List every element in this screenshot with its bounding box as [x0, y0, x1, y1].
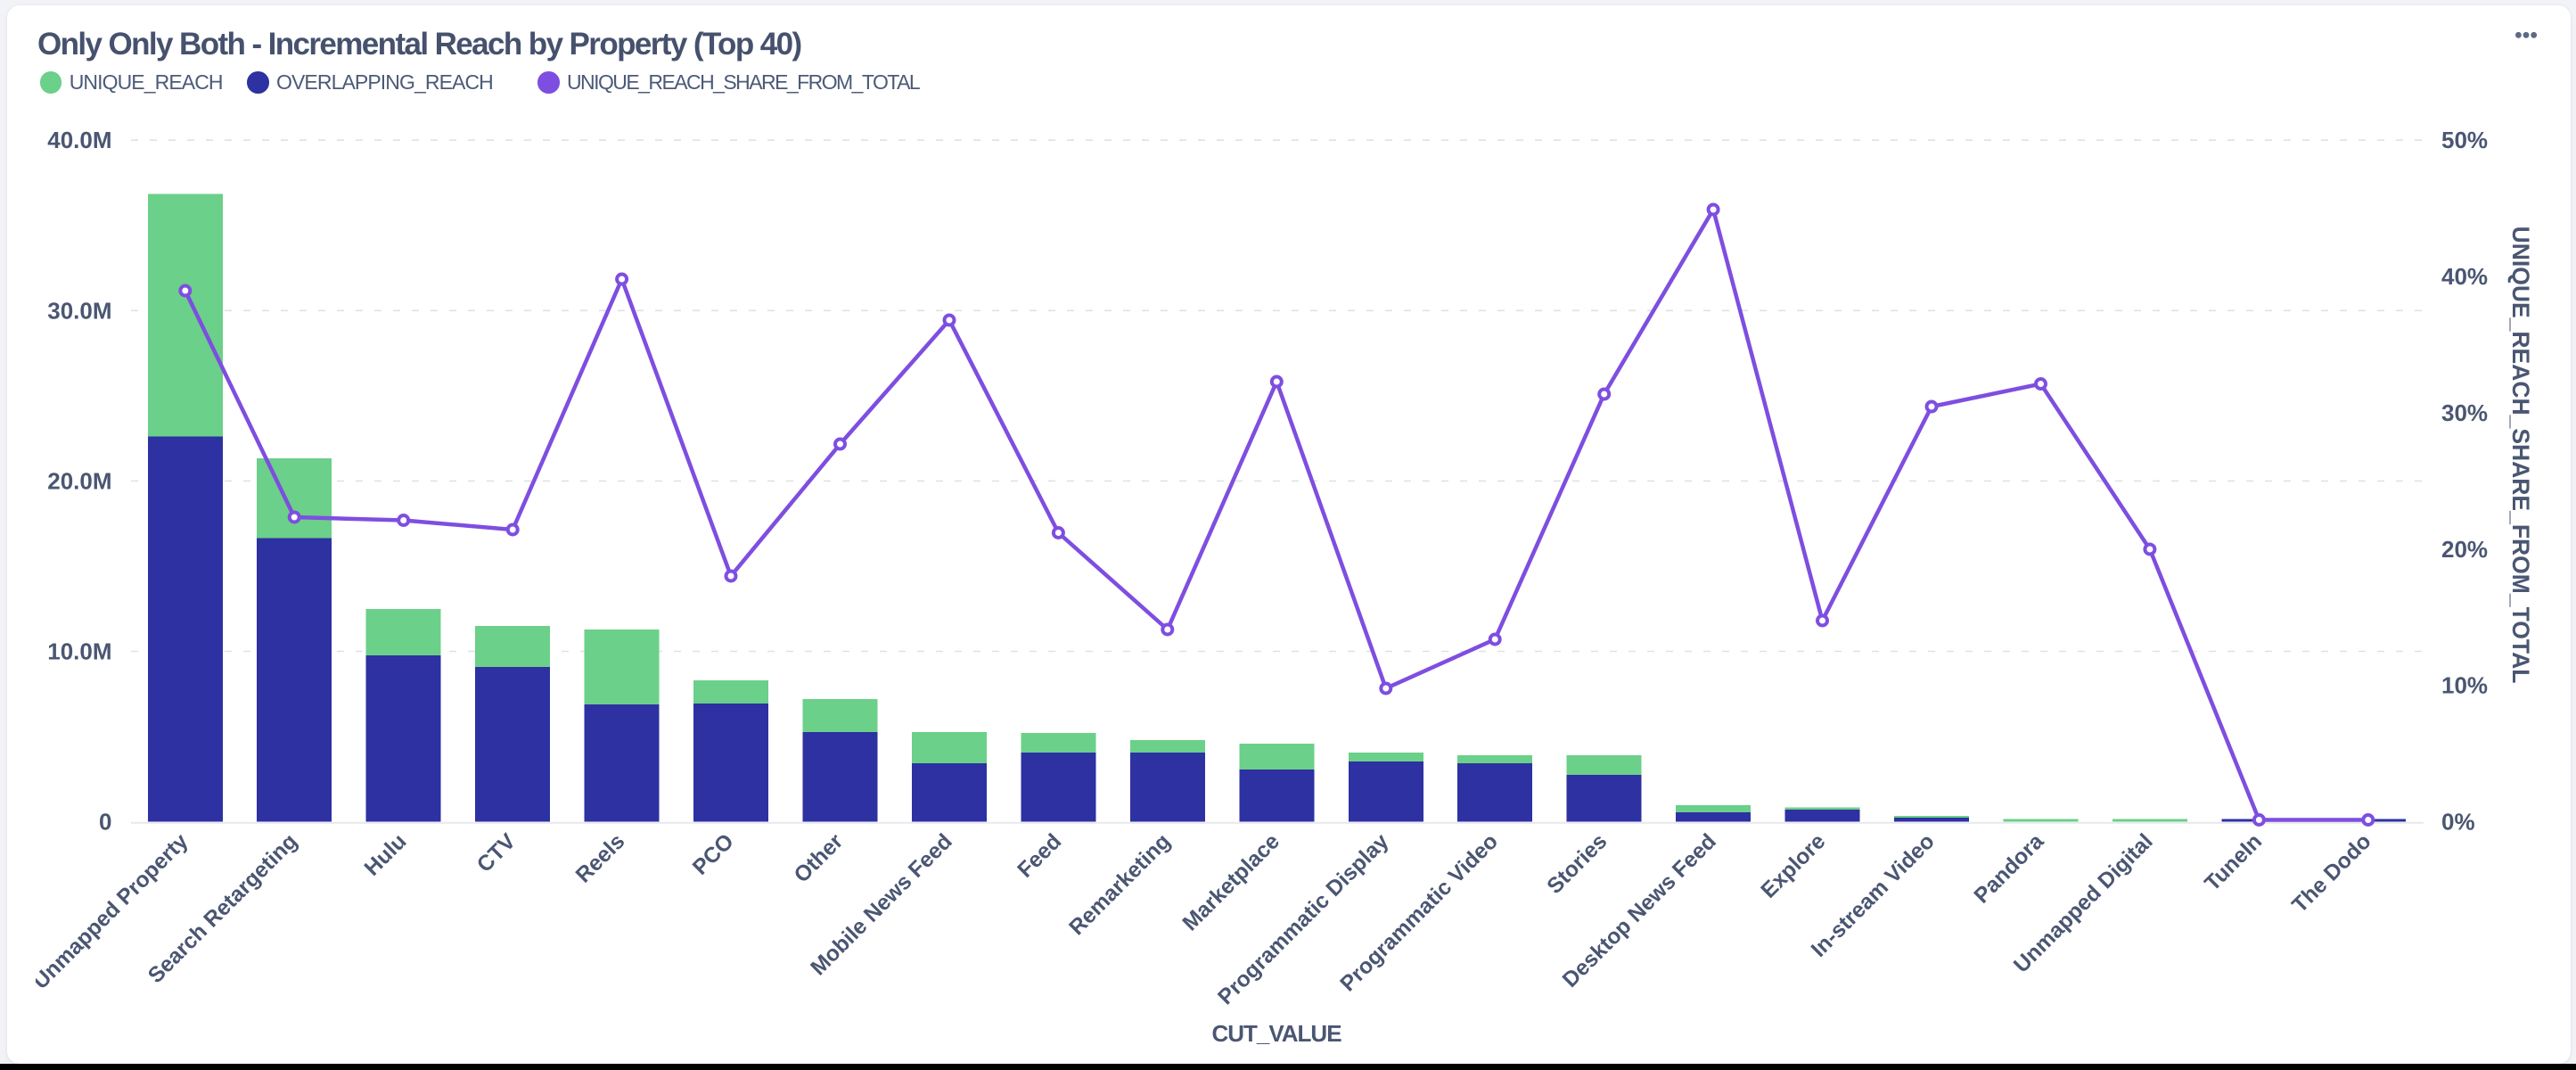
svg-text:Reels: Reels: [571, 829, 629, 887]
svg-text:Stories: Stories: [1543, 829, 1612, 899]
svg-text:CUT_VALUE: CUT_VALUE: [1211, 1020, 1341, 1047]
svg-text:50%: 50%: [2441, 127, 2488, 153]
svg-text:40.0M: 40.0M: [47, 127, 111, 153]
svg-text:0: 0: [99, 809, 111, 835]
svg-text:10.0M: 10.0M: [47, 638, 111, 665]
svg-text:0%: 0%: [2441, 809, 2475, 835]
svg-text:Feed: Feed: [1013, 829, 1067, 883]
svg-text:Marketplace: Marketplace: [1178, 829, 1284, 935]
svg-text:Pandora: Pandora: [1970, 829, 2049, 909]
svg-text:20%: 20%: [2441, 536, 2488, 563]
svg-text:PCO: PCO: [688, 829, 739, 880]
svg-text:UNIQUE_REACH_SHARE_FROM_TOTAL: UNIQUE_REACH_SHARE_FROM_TOTAL: [2507, 226, 2534, 684]
svg-text:Remarketing: Remarketing: [1065, 829, 1176, 940]
svg-text:The Dodo: The Dodo: [2288, 829, 2376, 918]
svg-text:CTV: CTV: [472, 829, 521, 877]
svg-text:10%: 10%: [2441, 672, 2488, 699]
svg-text:Other: Other: [790, 829, 849, 888]
svg-text:TuneIn: TuneIn: [2201, 829, 2268, 896]
svg-text:20.0M: 20.0M: [47, 467, 111, 494]
svg-text:Hulu: Hulu: [360, 829, 412, 881]
svg-text:Explore: Explore: [1757, 829, 1831, 903]
svg-text:Only Only Both - Incremental R: Only Only Both - Incremental Reach by Pr…: [37, 27, 801, 62]
svg-text:30%: 30%: [2441, 399, 2488, 426]
svg-text:30.0M: 30.0M: [47, 297, 111, 324]
svg-text:40%: 40%: [2441, 263, 2488, 290]
